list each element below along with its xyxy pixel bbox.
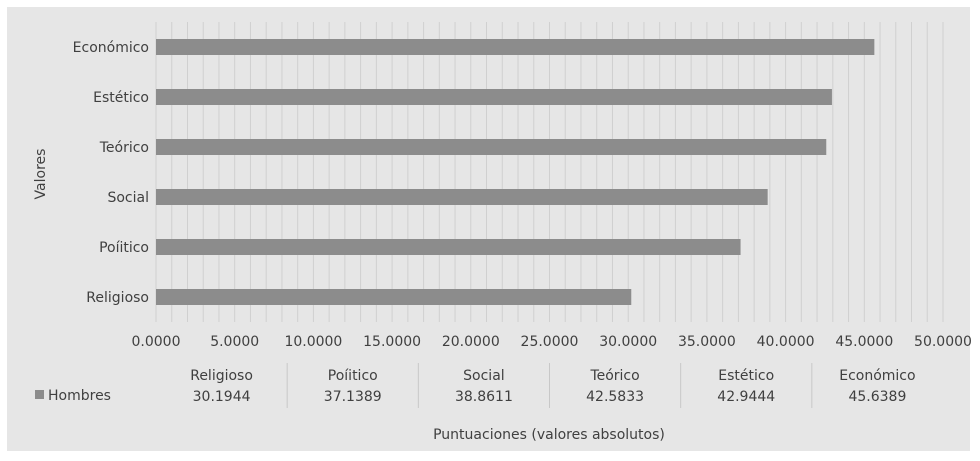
table-header-cell: Económico [839, 368, 915, 384]
bar-estetico [156, 89, 832, 105]
category-label: Poíitico [99, 240, 149, 256]
category-label: Estético [93, 90, 149, 106]
x-tick-label: 45.0000 [835, 334, 893, 350]
table-header-cell: Social [463, 368, 505, 384]
x-tick-label: 25.0000 [521, 334, 579, 350]
table-header-cell: Estético [718, 368, 774, 384]
bar-religioso [156, 289, 632, 305]
x-tick-label: 40.0000 [757, 334, 815, 350]
bar-poiitico [156, 239, 741, 255]
category-label: Religioso [86, 290, 149, 306]
table-value-cell: 37.1389 [324, 389, 382, 405]
bar-social [156, 189, 768, 205]
table-value-cell: 30.1944 [193, 389, 251, 405]
x-axis-label: Puntuaciones (valores absolutos) [433, 427, 665, 443]
bar-teorico [156, 139, 827, 155]
bars [156, 39, 875, 305]
x-tick-label: 5.0000 [210, 334, 259, 350]
table-value-cell: 42.9444 [717, 389, 775, 405]
x-tick-label: 10.0000 [284, 334, 342, 350]
category-label: Económico [73, 40, 149, 56]
table-value-cell: 45.6389 [848, 389, 906, 405]
x-tick-label: 50.0000 [914, 334, 972, 350]
chart-background [7, 7, 970, 451]
legend-swatch [35, 390, 44, 399]
x-tick-labels: 0.0000 5.0000 10.0000 15.0000 20.0000 25.0000… [132, 334, 972, 350]
table-value-cell: 42.5833 [586, 389, 644, 405]
x-tick-label: 35.0000 [678, 334, 736, 350]
gridlines [155, 22, 944, 322]
x-tick-label: 20.0000 [442, 334, 500, 350]
bar-economico [156, 39, 875, 55]
y-axis-label: Valores [33, 149, 49, 200]
category-label: Teórico [99, 140, 149, 156]
table-header-cell: Poíitico [328, 368, 378, 384]
category-labels: Religioso Poíitico Social Teórico Estético Ec… [73, 40, 149, 306]
x-tick-label: 0.0000 [132, 334, 181, 350]
category-label: Social [107, 190, 149, 206]
legend-label: Hombres [48, 388, 111, 404]
table-value-cell: 38.8611 [455, 389, 513, 405]
table-header-cell: Religioso [190, 368, 253, 384]
table-header-cell: Teórico [589, 368, 639, 384]
x-tick-label: 15.0000 [363, 334, 421, 350]
x-tick-label: 30.0000 [599, 334, 657, 350]
data-table: Religioso 30.1944 Poíitico 37.1389 Social 38.… [35, 363, 916, 408]
